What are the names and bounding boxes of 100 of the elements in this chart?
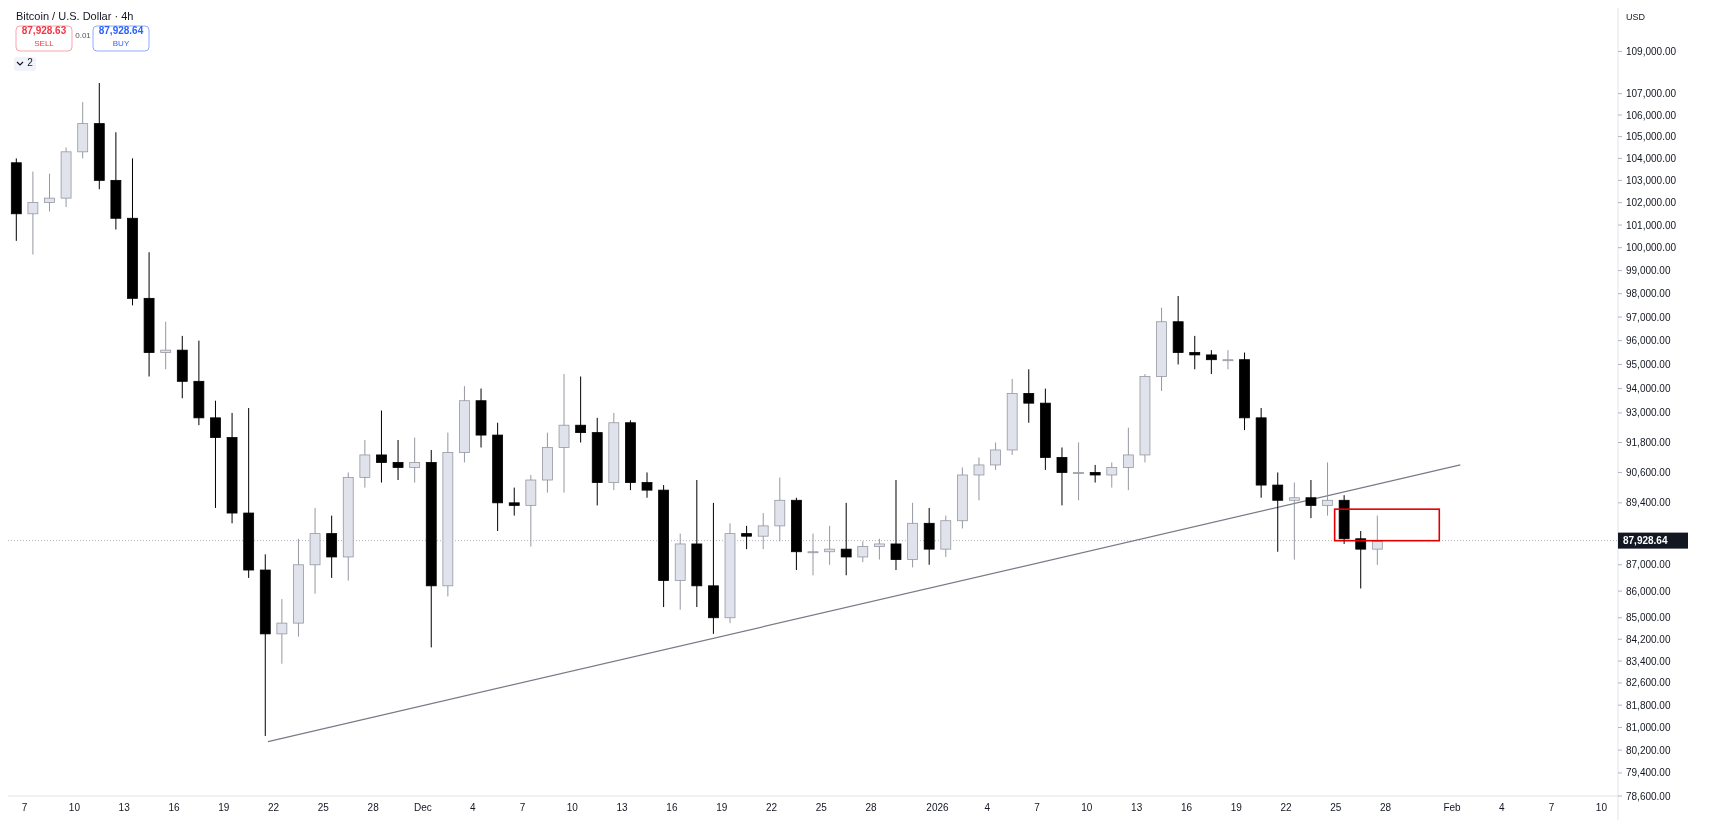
candlestick [1371, 515, 1383, 566]
x-tick-label: 7 [1548, 802, 1555, 813]
candlestick [27, 171, 39, 256]
x-tick-label: 7 [519, 802, 526, 813]
candlestick [1322, 461, 1333, 517]
y-tick-label: 81,000.00 [1626, 722, 1671, 734]
y-tick-label: 87,000.00 [1626, 559, 1671, 571]
candlestick [1023, 368, 1035, 424]
y-tick-label: 90,600.00 [1626, 466, 1671, 478]
candlestick [276, 598, 288, 665]
x-tick-label: 7 [1034, 802, 1041, 813]
candlestick [890, 479, 902, 571]
candlestick [210, 400, 221, 509]
y-tick-label: 100,000.00 [1626, 242, 1677, 254]
y-tick-label: 89,400.00 [1626, 497, 1671, 509]
x-tick-label: 16 [168, 802, 180, 813]
x-tick-label: 19 [218, 802, 230, 813]
x-tick-label: 19 [1230, 802, 1243, 813]
y-tick-label: 96,000.00 [1626, 335, 1671, 347]
x-tick-label: 16 [666, 802, 678, 813]
y-tick-label: 97,000.00 [1626, 311, 1671, 323]
candlestick [807, 533, 819, 576]
x-tick-label: 10 [68, 802, 81, 813]
y-axis-title: USD [1626, 12, 1646, 22]
candlestick [741, 525, 752, 550]
annotation: BUY [112, 39, 130, 48]
y-tick-label: 95,000.00 [1626, 358, 1671, 370]
x-tick-label: 28 [865, 802, 878, 813]
y-tick-label: 103,000.00 [1626, 174, 1677, 186]
y-tick-label: 85,000.00 [1626, 612, 1671, 624]
candlestick [1106, 461, 1118, 489]
x-tick-label: 28 [1380, 802, 1392, 813]
candlestick [508, 487, 520, 517]
candlestick [359, 439, 371, 489]
candlestick [1122, 427, 1134, 491]
candlestick [1189, 335, 1201, 370]
candlestick [840, 502, 852, 576]
y-tick-label: 109,000.00 [1626, 45, 1677, 57]
y-tick-label: 83,400.00 [1626, 655, 1671, 667]
y-tick-label: 80,200.00 [1626, 744, 1671, 756]
x-tick-label: 2026 [926, 802, 950, 813]
candlestick [575, 376, 587, 444]
y-tick-label: 91,800.00 [1626, 437, 1671, 449]
candlestick [990, 442, 1001, 471]
ref-line-label: 87,928.64 [1623, 535, 1668, 547]
candlestick [1056, 446, 1068, 506]
y-tick-label: 81,800.00 [1626, 699, 1671, 711]
annotation: 2 [27, 57, 34, 68]
candlestick [1073, 442, 1084, 501]
x-tick-label: 10 [1595, 802, 1608, 813]
candlestick [376, 409, 387, 484]
y-tick-label: 93,000.00 [1626, 407, 1671, 419]
x-tick-label: 25 [815, 802, 828, 813]
candlestick [1222, 349, 1234, 370]
annotation: SELL [34, 39, 55, 48]
x-tick-label: Dec [414, 802, 432, 813]
candlestick [641, 471, 653, 499]
x-tick-label: 16 [1180, 802, 1193, 813]
y-tick-label: 79,400.00 [1626, 767, 1671, 779]
y-tick-label: 104,000.00 [1626, 152, 1677, 164]
candlestick [1288, 482, 1300, 561]
annotation: 0.01 [75, 31, 92, 40]
candlestick [558, 373, 570, 494]
x-tick-label: 25 [317, 802, 330, 813]
y-tick-label: 99,000.00 [1626, 265, 1671, 277]
y-tick-label: 102,000.00 [1626, 197, 1677, 209]
x-tick-label: 19 [716, 802, 728, 813]
x-tick-label: 7 [21, 802, 28, 813]
candlestick [874, 538, 885, 561]
y-tick-label: 86,000.00 [1626, 585, 1671, 597]
x-tick-label: 4 [1499, 802, 1506, 813]
candlestick [1205, 349, 1217, 375]
x-tick-label: Feb [1443, 802, 1462, 813]
y-tick-label: 101,000.00 [1626, 219, 1677, 231]
x-tick-label: 22 [268, 802, 280, 813]
y-tick-label: 94,000.00 [1626, 383, 1671, 395]
candlestick [392, 439, 404, 481]
y-tick-label: 105,000.00 [1626, 131, 1677, 143]
y-tick-label: 98,000.00 [1626, 288, 1671, 300]
x-tick-label: 22 [1280, 802, 1293, 813]
candlestick [326, 515, 338, 579]
x-tick-label: 4 [469, 802, 476, 813]
candlestick [1355, 530, 1367, 589]
y-tick-label: 78,600.00 [1626, 790, 1671, 802]
x-tick-label: 13 [616, 802, 629, 813]
candlestick [409, 437, 421, 484]
y-tick-label: 106,000.00 [1626, 109, 1677, 121]
candlestick [973, 456, 985, 501]
candlestick [44, 173, 55, 213]
y-tick-label: 84,200.00 [1626, 633, 1671, 645]
y-tick-label: 107,000.00 [1626, 88, 1677, 100]
candlestick [1305, 479, 1317, 519]
annotation: 87,928.64 [98, 25, 144, 36]
candlestick [160, 321, 172, 370]
x-tick-label: 13 [118, 802, 131, 813]
x-tick-label: 10 [566, 802, 579, 813]
y-tick-label: 82,600.00 [1626, 677, 1671, 689]
candlestick [857, 540, 869, 563]
candlestick [824, 525, 835, 566]
x-tick-label: 22 [765, 802, 778, 813]
